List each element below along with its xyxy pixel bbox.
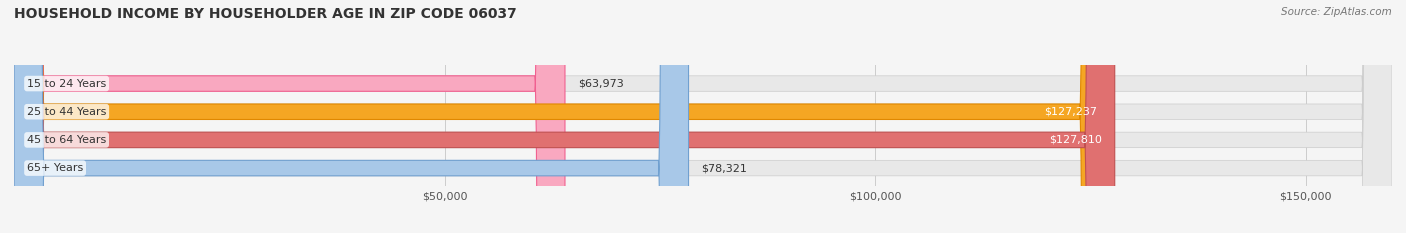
Text: 65+ Years: 65+ Years <box>27 163 83 173</box>
FancyBboxPatch shape <box>14 0 1392 233</box>
FancyBboxPatch shape <box>14 0 689 233</box>
Text: 25 to 44 Years: 25 to 44 Years <box>27 107 107 117</box>
Text: $127,237: $127,237 <box>1043 107 1097 117</box>
FancyBboxPatch shape <box>14 0 1392 233</box>
Text: 15 to 24 Years: 15 to 24 Years <box>27 79 107 89</box>
FancyBboxPatch shape <box>14 0 1109 233</box>
Text: $127,810: $127,810 <box>1049 135 1102 145</box>
FancyBboxPatch shape <box>14 0 565 233</box>
FancyBboxPatch shape <box>14 0 1392 233</box>
Text: 45 to 64 Years: 45 to 64 Years <box>27 135 107 145</box>
Text: HOUSEHOLD INCOME BY HOUSEHOLDER AGE IN ZIP CODE 06037: HOUSEHOLD INCOME BY HOUSEHOLDER AGE IN Z… <box>14 7 517 21</box>
FancyBboxPatch shape <box>14 0 1392 233</box>
Text: Source: ZipAtlas.com: Source: ZipAtlas.com <box>1281 7 1392 17</box>
Text: $78,321: $78,321 <box>702 163 748 173</box>
Text: $63,973: $63,973 <box>578 79 624 89</box>
FancyBboxPatch shape <box>14 0 1115 233</box>
